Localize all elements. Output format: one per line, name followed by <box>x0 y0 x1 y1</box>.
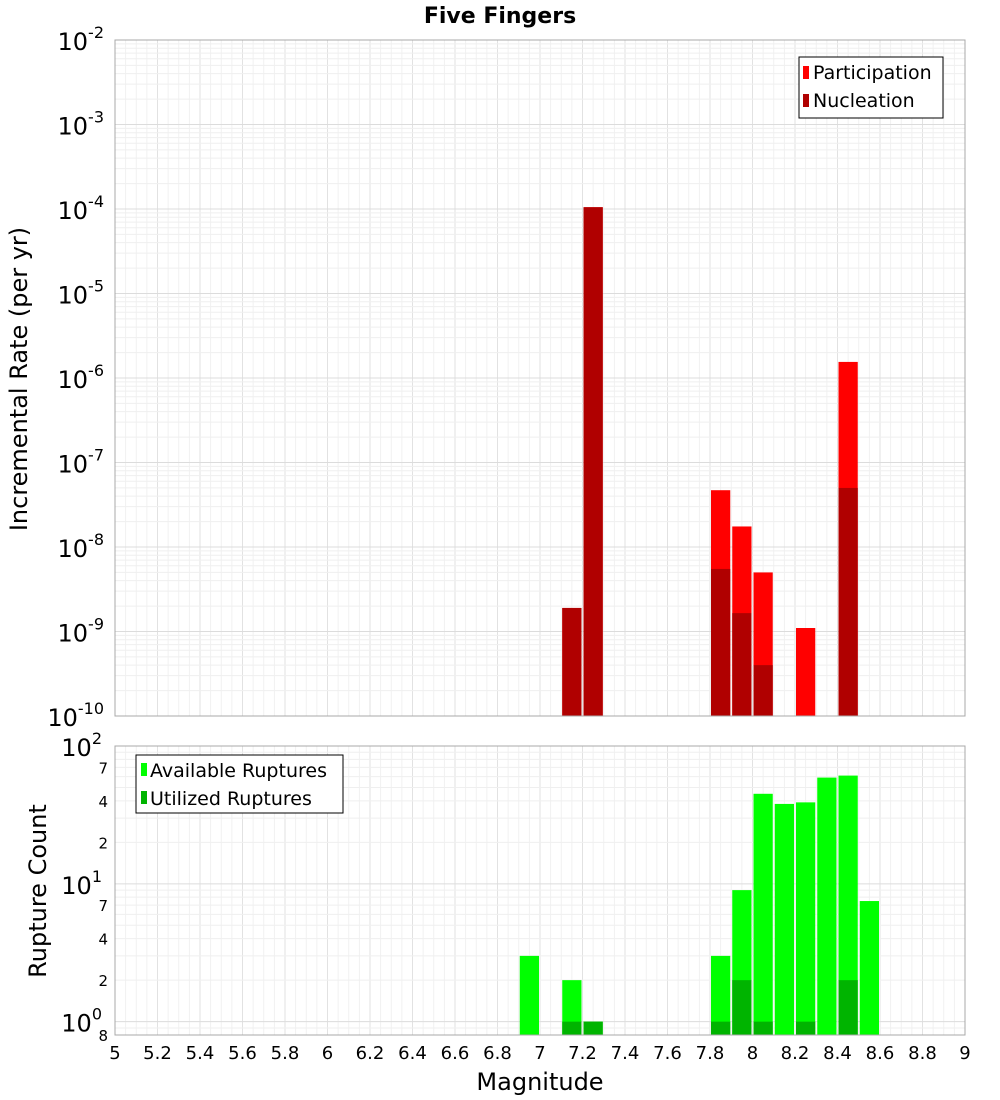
y-minor-tick-label: 8 <box>98 1027 108 1045</box>
count-bar-utilized-ruptures <box>711 1021 731 1035</box>
top-plot-frame <box>114 39 966 717</box>
x-tick-label: 6.2 <box>356 1043 385 1064</box>
y-tick-label: 10-7 <box>58 446 105 479</box>
count-bar-available-ruptures <box>859 901 879 1035</box>
bottom-bars <box>519 775 879 1035</box>
top-legend-box <box>798 56 944 119</box>
rate-bar-participation <box>796 628 816 716</box>
y-minor-tick-label: 7 <box>98 897 108 915</box>
count-bar-available-ruptures <box>774 803 794 1035</box>
y-minor-tick-label: 4 <box>98 793 108 811</box>
rate-bar-nucleation <box>753 665 773 716</box>
bottom-legend: Available Ruptures Utilized Ruptures <box>135 754 344 814</box>
rate-bar-nucleation <box>838 487 858 716</box>
x-tick-label: 5.8 <box>271 1043 300 1064</box>
x-tick-label: 6 <box>322 1043 333 1064</box>
x-tick-label: 5.4 <box>186 1043 215 1064</box>
x-tick-label: 5.6 <box>228 1043 257 1064</box>
x-tick-label: 8.4 <box>823 1043 852 1064</box>
y-tick-label: 10-5 <box>58 277 105 310</box>
count-bar-available-ruptures <box>817 777 837 1035</box>
x-tick-label: 7.2 <box>568 1043 597 1064</box>
bottom-y-axis-label: Rupture Count <box>24 804 52 978</box>
x-tick-label: 7.6 <box>653 1043 682 1064</box>
count-bar-utilized-ruptures <box>732 980 752 1035</box>
y-tick-label: 10-2 <box>58 23 105 56</box>
x-tick-label: 7.4 <box>611 1043 640 1064</box>
top-y-tick-labels: 10-10 10-9 10-8 10-7 10-6 10-5 10-4 10-3 10-2 <box>47 23 104 732</box>
x-tick-label: 6.8 <box>483 1043 512 1064</box>
y-minor-tick-label: 2 <box>98 834 108 852</box>
y-tick-label: 10-9 <box>58 615 105 648</box>
x-tick-label: 8 <box>747 1043 758 1064</box>
count-bar-utilized-ruptures <box>838 980 858 1035</box>
x-tick-label: 6.6 <box>441 1043 470 1064</box>
legend-label-participation: Participation <box>813 62 932 84</box>
top-bars <box>562 207 858 716</box>
count-bar-utilized-ruptures <box>562 1021 582 1035</box>
count-bar-available-ruptures <box>796 802 816 1035</box>
top-legend: Participation Nucleation <box>798 56 944 119</box>
count-bar-utilized-ruptures <box>753 1021 773 1035</box>
x-tick-label: 9 <box>959 1043 970 1064</box>
y-tick-label: 101 <box>61 867 102 900</box>
x-tick-label: 6.4 <box>398 1043 427 1064</box>
y-tick-label: 10-8 <box>58 530 105 563</box>
count-bar-available-ruptures <box>562 980 582 1035</box>
y-minor-tick-label: 7 <box>98 759 108 777</box>
rate-bar-nucleation <box>732 613 752 716</box>
count-bar-available-ruptures <box>838 775 858 1035</box>
count-bar-utilized-ruptures <box>796 1021 816 1035</box>
bottom-plot-frame <box>114 745 966 1036</box>
legend-swatch-available <box>141 763 147 776</box>
rate-bar-nucleation <box>711 568 731 716</box>
y-tick-label: 102 <box>61 729 102 762</box>
x-tick-label: 5.2 <box>143 1043 172 1064</box>
legend-label-nucleation: Nucleation <box>813 90 915 112</box>
x-tick-label: 7.8 <box>696 1043 725 1064</box>
legend-label-available: Available Ruptures <box>150 760 327 782</box>
y-tick-label: 10-10 <box>47 699 104 732</box>
legend-swatch-nucleation <box>803 94 809 107</box>
bottom-y-tick-labels: 100 101 102 8 2 4 7 2 4 7 <box>61 729 108 1045</box>
x-tick-label: 8.8 <box>908 1043 937 1064</box>
count-bar-available-ruptures <box>519 955 539 1035</box>
y-tick-label: 10-3 <box>58 108 105 141</box>
bottom-legend-box <box>135 754 344 814</box>
y-tick-label: 10-6 <box>58 361 105 394</box>
top-y-axis-label: Incremental Rate (per yr) <box>5 227 33 531</box>
count-bar-utilized-ruptures <box>583 1021 603 1035</box>
rate-bar-nucleation <box>583 207 603 716</box>
legend-label-utilized: Utilized Ruptures <box>150 788 312 810</box>
x-tick-label: 8.6 <box>866 1043 895 1064</box>
legend-swatch-utilized <box>141 791 147 804</box>
top-plot: 10-10 10-9 10-8 10-7 10-6 10-5 10-4 10-3 10-2 In… <box>5 23 966 732</box>
top-gridlines <box>114 39 966 717</box>
x-tick-label: 5 <box>109 1043 120 1064</box>
rate-bar-nucleation <box>562 607 582 716</box>
legend-swatch-participation <box>803 66 809 79</box>
x-tick-labels: 5 5.2 5.4 5.6 5.8 6 6.2 6.4 6.6 6.8 7 7.2 7.4 7.6 7.8 8… <box>109 1043 970 1064</box>
count-bar-available-ruptures <box>711 955 731 1035</box>
y-tick-label: 10-4 <box>58 192 105 225</box>
chart-title: Five Fingers <box>424 4 576 29</box>
x-tick-label: 7 <box>534 1043 545 1064</box>
x-axis-label: Magnitude <box>476 1068 603 1096</box>
count-bar-available-ruptures <box>753 793 773 1035</box>
y-minor-tick-label: 4 <box>98 931 108 949</box>
y-minor-tick-label: 2 <box>98 972 108 990</box>
x-tick-label: 8.2 <box>781 1043 810 1064</box>
y-tick-label: 100 <box>61 1005 102 1038</box>
bottom-plot: 100 101 102 8 2 4 7 2 4 7 5 5.2 5.4 5.6 5.8 6 6.2 6.4 6.6… <box>24 729 971 1096</box>
